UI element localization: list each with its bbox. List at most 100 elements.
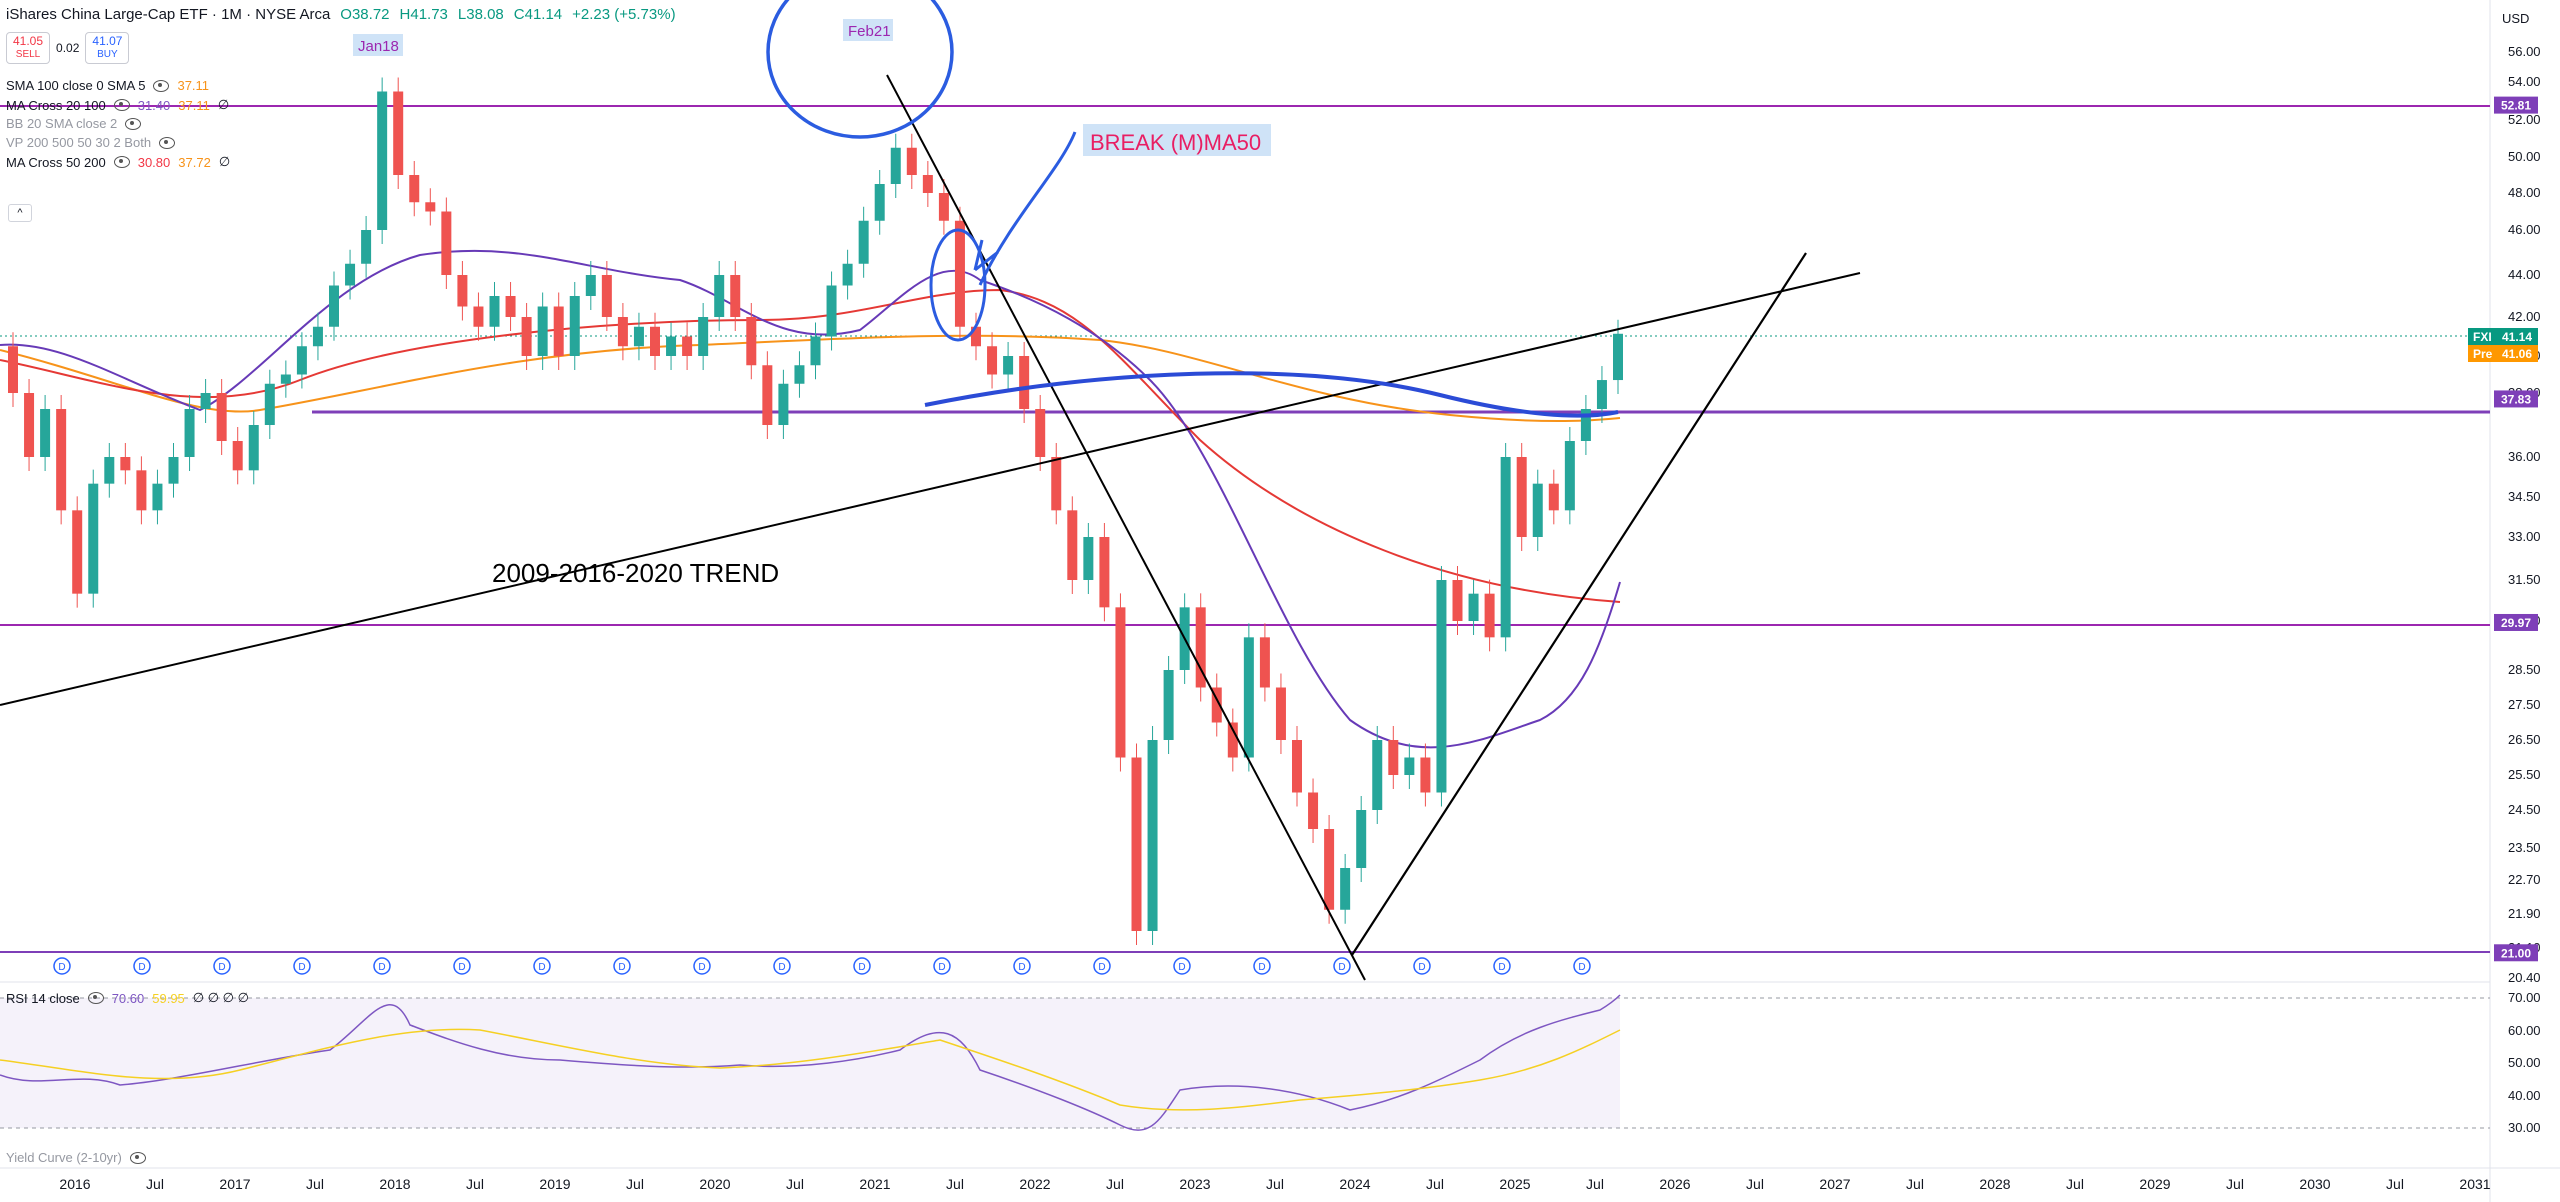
- candle: [906, 147, 917, 175]
- dividend-marker[interactable]: [53, 957, 71, 975]
- buy-button[interactable]: 41.07 BUY: [85, 32, 130, 64]
- eye-icon[interactable]: [159, 136, 176, 149]
- candle: [104, 457, 115, 484]
- x-tick-label: 2023: [1179, 1176, 1210, 1192]
- candle: [778, 383, 789, 425]
- dividend-label: D: [1098, 962, 1105, 973]
- eye-icon[interactable]: [113, 156, 130, 168]
- dividend-label: D: [1498, 962, 1505, 973]
- candle: [794, 365, 805, 384]
- x-tick-label: Jul: [626, 1176, 644, 1192]
- dividend-marker[interactable]: [213, 957, 231, 975]
- trendline-down: [886, 74, 1366, 981]
- candle: [1580, 409, 1591, 441]
- candle: [810, 336, 821, 366]
- x-tick-label: Jul: [1106, 1176, 1124, 1192]
- dividend-marker[interactable]: [453, 957, 471, 975]
- eye-icon[interactable]: [153, 79, 170, 92]
- dividend-marker[interactable]: [773, 957, 791, 975]
- trendline-up: [1351, 252, 1807, 956]
- dividend-marker[interactable]: [1493, 957, 1511, 975]
- candle: [601, 275, 612, 317]
- candle: [938, 193, 949, 221]
- candle: [505, 296, 516, 317]
- dividend-label: D: [778, 962, 785, 973]
- candle: [874, 184, 885, 221]
- dividend-marker[interactable]: [1413, 957, 1431, 975]
- candle: [457, 275, 468, 307]
- dividend-marker[interactable]: [133, 957, 151, 975]
- eye-icon[interactable]: [87, 992, 104, 1004]
- indicator-label[interactable]: SMA 100 close 0 SMA 5: [6, 78, 146, 93]
- sell-button[interactable]: 41.05 SELL: [6, 32, 51, 64]
- dividend-label: D: [138, 962, 145, 973]
- dividend-marker[interactable]: [293, 957, 311, 975]
- time-axis[interactable]: l2016Jul2017Jul2018Jul2019Jul2020Jul2021…: [0, 1176, 2491, 1192]
- dividend-marker[interactable]: [1013, 957, 1031, 975]
- dividend-marker[interactable]: [373, 957, 391, 975]
- x-tick-label: Jul: [2066, 1176, 2084, 1192]
- dividend-marker[interactable]: [613, 957, 631, 975]
- y-tick-label: 25.50: [2508, 767, 2541, 782]
- y-tick-label: 52.00: [2508, 112, 2541, 127]
- eye-icon[interactable]: [125, 117, 142, 130]
- eye-icon[interactable]: [129, 1151, 146, 1164]
- x-tick-label: 2025: [1499, 1176, 1530, 1192]
- indicator-row: SMA 100 close 0 SMA 5 37.11: [6, 78, 209, 93]
- candle: [1147, 740, 1158, 931]
- x-tick-label: Jul: [1426, 1176, 1444, 1192]
- circle-annotation-break: [929, 228, 987, 342]
- break-ma50-annotation: BREAK (M)MA50: [1090, 130, 1261, 155]
- price-axis[interactable]: 56.00 54.00 52.00 50.00 48.00 46.00 44.00 42.00…: [2508, 44, 2541, 985]
- eye-icon[interactable]: [113, 99, 130, 111]
- dividend-marker[interactable]: [1253, 957, 1271, 975]
- candle: [730, 275, 741, 317]
- indicator-label[interactable]: VP 200 500 50 30 2 Both: [6, 135, 152, 150]
- indicator-label[interactable]: MA Cross 50 200: [6, 154, 106, 170]
- indicator-row: BB 20 SMA close 2: [6, 116, 142, 131]
- y-tick-label: 31.50: [2508, 572, 2541, 587]
- x-tick-label: 2018: [379, 1176, 410, 1192]
- dividend-marker[interactable]: [1573, 957, 1591, 975]
- candle: [569, 296, 580, 356]
- indicator-label[interactable]: BB 20 SMA close 2: [6, 116, 118, 131]
- yield-label[interactable]: Yield Curve (2-10yr): [6, 1150, 122, 1165]
- candle: [1372, 740, 1383, 810]
- indicator-label[interactable]: MA Cross 20 100: [6, 97, 106, 113]
- dividend-label: D: [938, 962, 945, 973]
- dividend-marker[interactable]: [853, 957, 871, 975]
- y-tick-label: 20.40: [2508, 970, 2541, 985]
- candle: [441, 211, 452, 275]
- collapse-legend-button[interactable]: ^: [8, 204, 32, 222]
- x-tick-label: 2029: [2139, 1176, 2170, 1192]
- x-tick-label: Jul: [946, 1176, 964, 1192]
- x-tick-label: Jul: [466, 1176, 484, 1192]
- dividend-marker[interactable]: [933, 957, 951, 975]
- candle: [1500, 457, 1511, 638]
- dividend-marker[interactable]: [693, 957, 711, 975]
- x-tick-label: Jul: [1586, 1176, 1604, 1192]
- indicator-value: ∅: [218, 154, 231, 169]
- y-tick-label: 54.00: [2508, 74, 2541, 89]
- candle: [1452, 580, 1463, 621]
- dividend-marker[interactable]: [1333, 957, 1351, 975]
- candle: [987, 346, 998, 375]
- dividend-label: D: [458, 962, 465, 973]
- dividend-marker[interactable]: [1093, 957, 1111, 975]
- candle: [1259, 637, 1270, 688]
- x-tick-label: 2024: [1339, 1176, 1370, 1192]
- symbol-title[interactable]: iShares China Large-Cap ETF · 1M · NYSE …: [6, 6, 331, 23]
- indicator-value: 37.11: [177, 78, 210, 93]
- candle: [1083, 537, 1094, 580]
- ma-50-line: [0, 288, 1621, 603]
- candle: [489, 296, 500, 327]
- indicator-value: 31.40: [137, 97, 171, 113]
- candle: [1035, 409, 1046, 457]
- price-tag-label: 52.81: [2501, 99, 2531, 113]
- spread-value: 0.02: [56, 41, 80, 55]
- dividend-marker[interactable]: [1173, 957, 1191, 975]
- rsi-label[interactable]: RSI 14 close: [6, 990, 80, 1006]
- dividend-marker[interactable]: [533, 957, 551, 975]
